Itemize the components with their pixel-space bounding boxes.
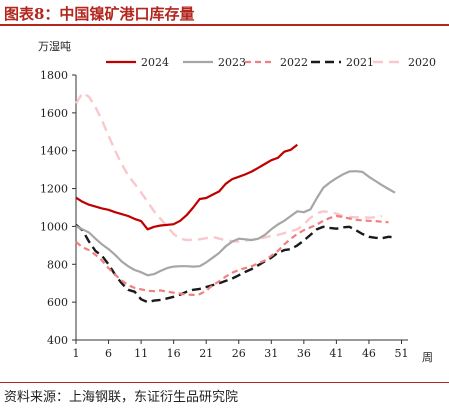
legend: 2024 2023 2022 2021 2020 bbox=[106, 56, 436, 69]
y-tick-label: 1200 bbox=[40, 183, 68, 196]
chart-title: 图表8：中国镍矿港口库存量 bbox=[4, 5, 195, 23]
series-line-2021 bbox=[75, 223, 396, 304]
legend-label: 2021 bbox=[346, 56, 374, 69]
legend-label: 2022 bbox=[280, 56, 308, 69]
series-line-2024 bbox=[75, 143, 298, 231]
y-tick-label: 400 bbox=[47, 334, 68, 347]
x-tick-label: 41 bbox=[329, 347, 343, 360]
x-tick-label: 1 bbox=[73, 347, 80, 360]
y-tick-label: 1400 bbox=[40, 145, 68, 158]
y-tick-label: 600 bbox=[47, 296, 68, 309]
x-tick-label: 11 bbox=[134, 347, 148, 360]
series-lines bbox=[74, 91, 396, 304]
x-tick-label: 51 bbox=[394, 347, 408, 360]
y-tick-label: 1000 bbox=[40, 220, 68, 233]
x-tick-label: 36 bbox=[297, 347, 311, 360]
line-chart: 万湿吨 周 2024 2023 2022 2021 2020 400 600 800 1000… bbox=[38, 40, 436, 364]
series-line-2020 bbox=[74, 91, 383, 243]
x-tick-label: 31 bbox=[264, 347, 278, 360]
y-tick-label: 1800 bbox=[40, 69, 68, 82]
x-tick-label: 26 bbox=[232, 347, 246, 360]
x-tick-label: 21 bbox=[199, 347, 213, 360]
title-divider bbox=[0, 24, 449, 26]
footer-divider bbox=[0, 382, 449, 383]
x-tick-label: 6 bbox=[105, 347, 112, 360]
x-axis-label: 周 bbox=[422, 351, 433, 364]
x-tick-label: 16 bbox=[167, 347, 181, 360]
series-line-2022 bbox=[75, 214, 389, 296]
legend-label: 2020 bbox=[408, 56, 436, 69]
y-axis-label: 万湿吨 bbox=[38, 40, 71, 53]
data-source: 资料来源：上海钢联，东证衍生品研究院 bbox=[4, 390, 239, 405]
x-tick-label: 46 bbox=[362, 347, 376, 360]
series-line-2023 bbox=[75, 170, 396, 277]
legend-label: 2023 bbox=[218, 56, 246, 69]
legend-label: 2024 bbox=[141, 56, 169, 69]
y-tick-label: 800 bbox=[47, 258, 68, 271]
y-tick-label: 1600 bbox=[40, 107, 68, 120]
